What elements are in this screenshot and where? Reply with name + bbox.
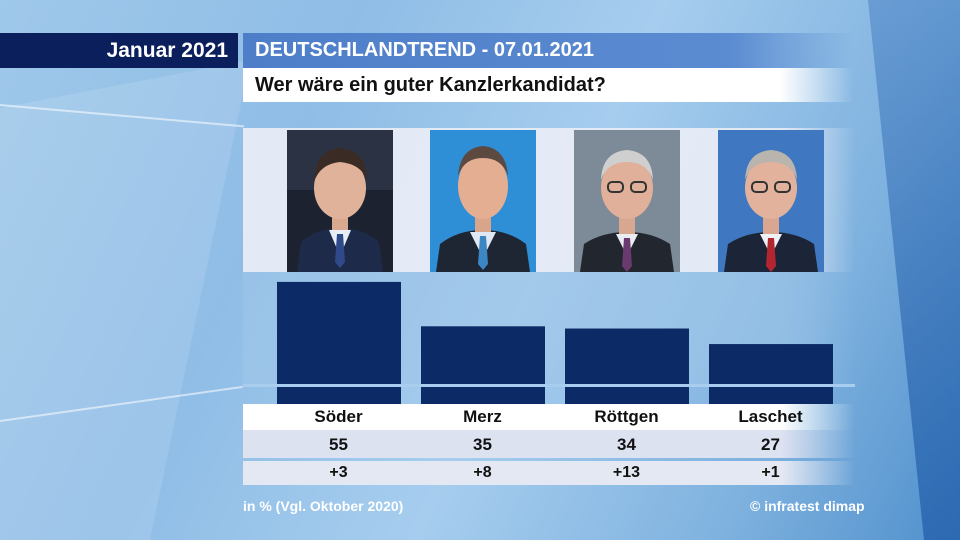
change-label: +13 xyxy=(612,464,641,481)
chart-question: Wer wäre ein guter Kanzlerkandidat? xyxy=(243,68,853,102)
date-label: Januar 2021 xyxy=(0,33,238,68)
values-row: 55 35 34 27 xyxy=(243,430,855,458)
portrait-laschet xyxy=(718,130,824,272)
bar-merz xyxy=(421,326,545,404)
unit-note: in % (Vgl. Oktober 2020) xyxy=(243,498,404,514)
category-label: Röttgen xyxy=(594,407,659,426)
bar-röttgen xyxy=(565,328,689,404)
source-credit: © infratest dimap xyxy=(750,498,865,514)
baseline-separator xyxy=(243,384,855,387)
value-label: 55 xyxy=(329,435,348,454)
portrait-roettgen xyxy=(574,130,680,272)
change-label: +8 xyxy=(473,464,492,481)
change-label: +3 xyxy=(329,464,348,481)
value-label: 27 xyxy=(761,435,780,454)
category-label: Söder xyxy=(314,407,363,426)
value-label: 34 xyxy=(617,435,636,454)
portrait-soeder xyxy=(287,130,393,272)
names-row: Söder Merz Röttgen Laschet xyxy=(243,404,855,430)
category-label: Laschet xyxy=(738,407,803,426)
bar-laschet xyxy=(709,344,833,404)
brand-title: DEUTSCHLANDTREND - 07.01.2021 xyxy=(243,33,853,68)
change-label: +1 xyxy=(761,464,780,481)
value-label: 35 xyxy=(473,435,492,454)
changes-row: +3 +8 +13 +1 xyxy=(243,461,855,485)
category-label: Merz xyxy=(463,407,502,426)
bar-söder xyxy=(277,281,401,404)
portrait-merz xyxy=(430,130,536,272)
